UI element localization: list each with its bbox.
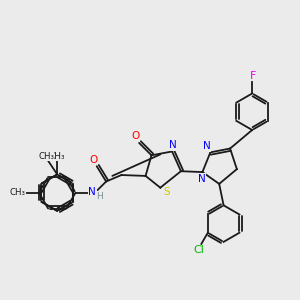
Text: CH₃: CH₃ [49, 152, 66, 161]
Text: H: H [96, 192, 103, 201]
Text: CH₃: CH₃ [10, 188, 26, 197]
Text: N: N [169, 140, 176, 150]
Text: N: N [203, 142, 211, 152]
Text: CH₃: CH₃ [38, 152, 54, 161]
Text: F: F [250, 71, 256, 81]
Text: N: N [198, 174, 206, 184]
Text: S: S [164, 187, 170, 197]
Text: N: N [88, 187, 96, 197]
Text: O: O [89, 155, 97, 165]
Text: O: O [131, 131, 140, 142]
Text: Cl: Cl [194, 245, 204, 255]
